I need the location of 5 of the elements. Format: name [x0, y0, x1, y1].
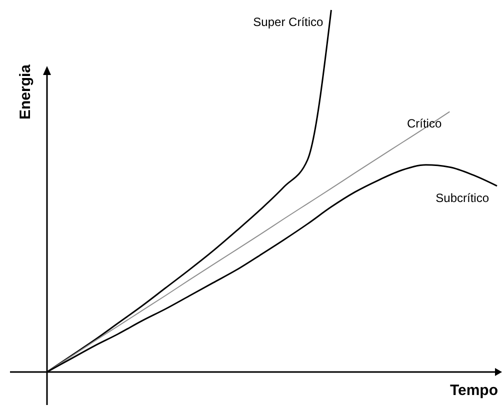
series-label: Super Crítico — [253, 15, 324, 29]
x-axis-title: Tempo — [450, 382, 498, 399]
y-axis-title: Energia — [17, 64, 34, 120]
series-label: Subcrítico — [436, 190, 490, 205]
series-label: Crítico — [406, 116, 442, 131]
